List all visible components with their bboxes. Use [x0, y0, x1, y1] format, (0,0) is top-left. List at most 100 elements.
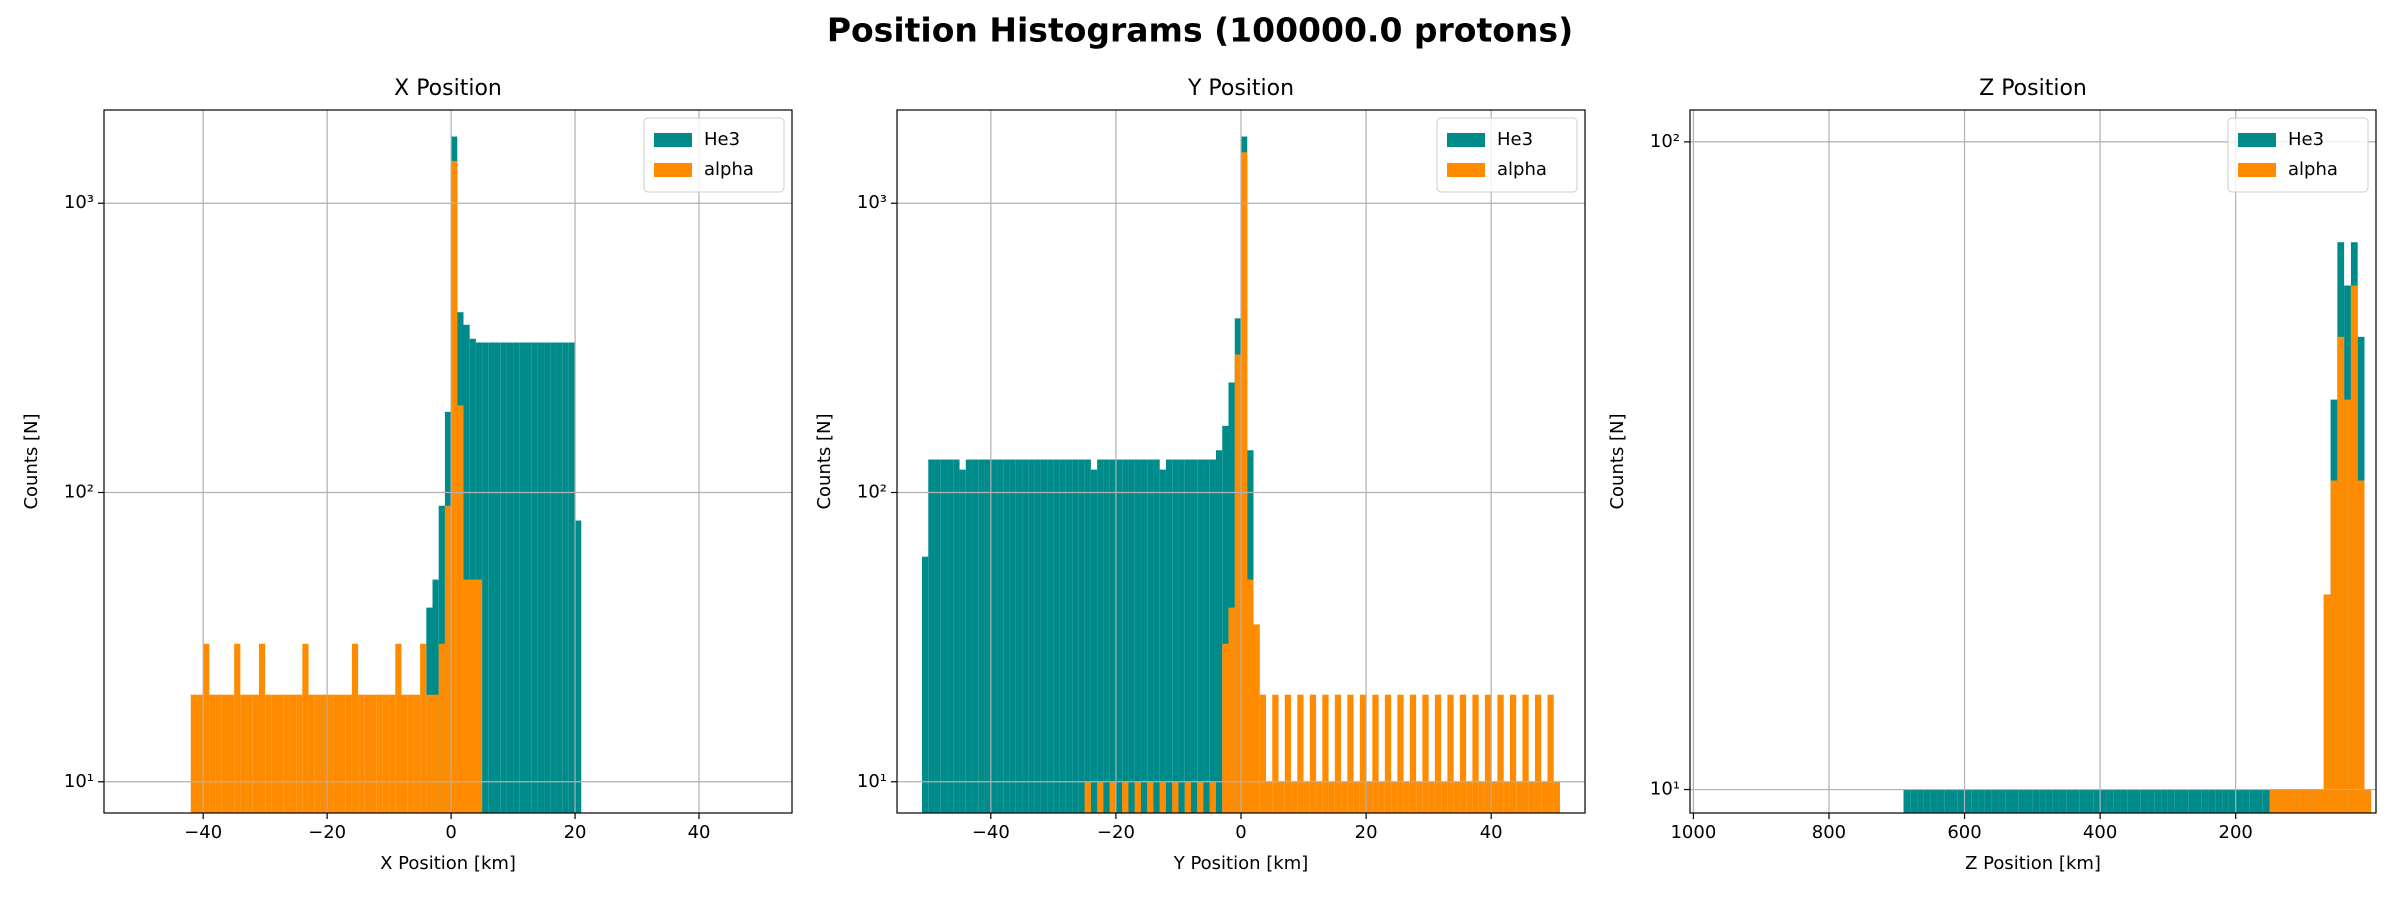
x-axis-label: Z Position [km]	[1965, 853, 2101, 874]
bar	[358, 694, 365, 813]
bar	[252, 694, 259, 813]
bar	[246, 694, 253, 813]
bar	[519, 342, 526, 813]
bar	[2140, 789, 2148, 813]
subplot-title: X Position	[394, 76, 502, 101]
bar	[1484, 694, 1492, 813]
bar	[2201, 789, 2209, 813]
bar	[1172, 459, 1179, 813]
bar	[345, 694, 352, 813]
bar	[922, 556, 929, 813]
bar	[1122, 781, 1129, 813]
bar	[1991, 789, 1999, 813]
bar	[2059, 789, 2067, 813]
bar	[289, 694, 297, 813]
bar	[1334, 694, 1342, 813]
bar	[302, 643, 309, 813]
y-tick-label: 10²	[1650, 131, 1680, 152]
bar	[1222, 643, 1229, 813]
bar	[2093, 789, 2101, 813]
bar	[314, 694, 321, 813]
bar	[1978, 789, 1985, 813]
bar	[2045, 789, 2053, 813]
bar	[1266, 781, 1273, 813]
bar	[1015, 459, 1023, 813]
bar	[426, 694, 433, 813]
bar	[444, 505, 452, 813]
bar	[2222, 789, 2229, 813]
bar	[1109, 459, 1116, 813]
bar	[1378, 781, 1385, 813]
bar	[2283, 789, 2290, 813]
bar	[1964, 789, 1972, 813]
bar	[2120, 789, 2128, 813]
bar	[1097, 459, 1104, 813]
bar	[1159, 781, 1166, 813]
bar	[221, 694, 228, 813]
x-tick-label: 600	[1947, 822, 1981, 843]
x-axis-label: X Position [km]	[380, 853, 516, 874]
bar	[506, 342, 514, 813]
bar	[283, 694, 290, 813]
bar	[1950, 789, 1958, 813]
bar	[1065, 459, 1073, 813]
bar	[1503, 781, 1510, 813]
bar	[2323, 594, 2331, 813]
legend-swatch	[654, 163, 692, 177]
bar	[2154, 789, 2162, 813]
y-tick-label: 10¹	[857, 771, 887, 792]
bar	[271, 694, 278, 813]
bar	[1347, 694, 1354, 813]
bar	[2174, 789, 2182, 813]
bar	[432, 694, 439, 813]
bar	[1215, 450, 1223, 813]
bar	[407, 694, 414, 813]
bar	[1937, 789, 1945, 813]
bar	[1259, 694, 1267, 813]
bar	[2337, 336, 2345, 813]
bar	[953, 459, 960, 813]
bar	[959, 469, 966, 813]
x-tick-label: 40	[688, 822, 711, 843]
y-tick-label: 10³	[64, 192, 94, 213]
bar	[1022, 459, 1029, 813]
bar	[1391, 781, 1398, 813]
bar	[2296, 789, 2304, 813]
bar	[190, 694, 197, 813]
bar	[2344, 399, 2351, 813]
bar	[1316, 781, 1323, 813]
bar	[1472, 694, 1479, 813]
bar	[1910, 789, 1918, 813]
bar	[1534, 694, 1542, 813]
bar	[215, 694, 222, 813]
bar	[1917, 789, 1924, 813]
bar	[2052, 789, 2060, 813]
bar	[1416, 781, 1423, 813]
bar	[1447, 694, 1454, 813]
bar	[2086, 789, 2094, 813]
bar	[2289, 789, 2297, 813]
bar	[2079, 789, 2087, 813]
bar	[2025, 789, 2033, 813]
bar	[1397, 694, 1404, 813]
bar	[413, 694, 421, 813]
bar	[1228, 607, 1235, 813]
bar	[1209, 781, 1216, 813]
bar	[1930, 789, 1938, 813]
bar	[494, 342, 501, 813]
bar	[2147, 789, 2155, 813]
bar	[1971, 789, 1979, 813]
bar	[1103, 459, 1110, 813]
bar	[940, 459, 948, 813]
bar	[1253, 624, 1260, 813]
subplot-title: Z Position	[1979, 76, 2087, 101]
y-tick-label: 10²	[64, 481, 94, 502]
bar	[1034, 459, 1041, 813]
bar	[2161, 789, 2168, 813]
bar	[351, 643, 359, 813]
bar	[978, 459, 985, 813]
bar	[395, 643, 402, 813]
legend-label: He3	[1497, 129, 1533, 150]
bar	[320, 694, 328, 813]
bar	[1528, 781, 1535, 813]
